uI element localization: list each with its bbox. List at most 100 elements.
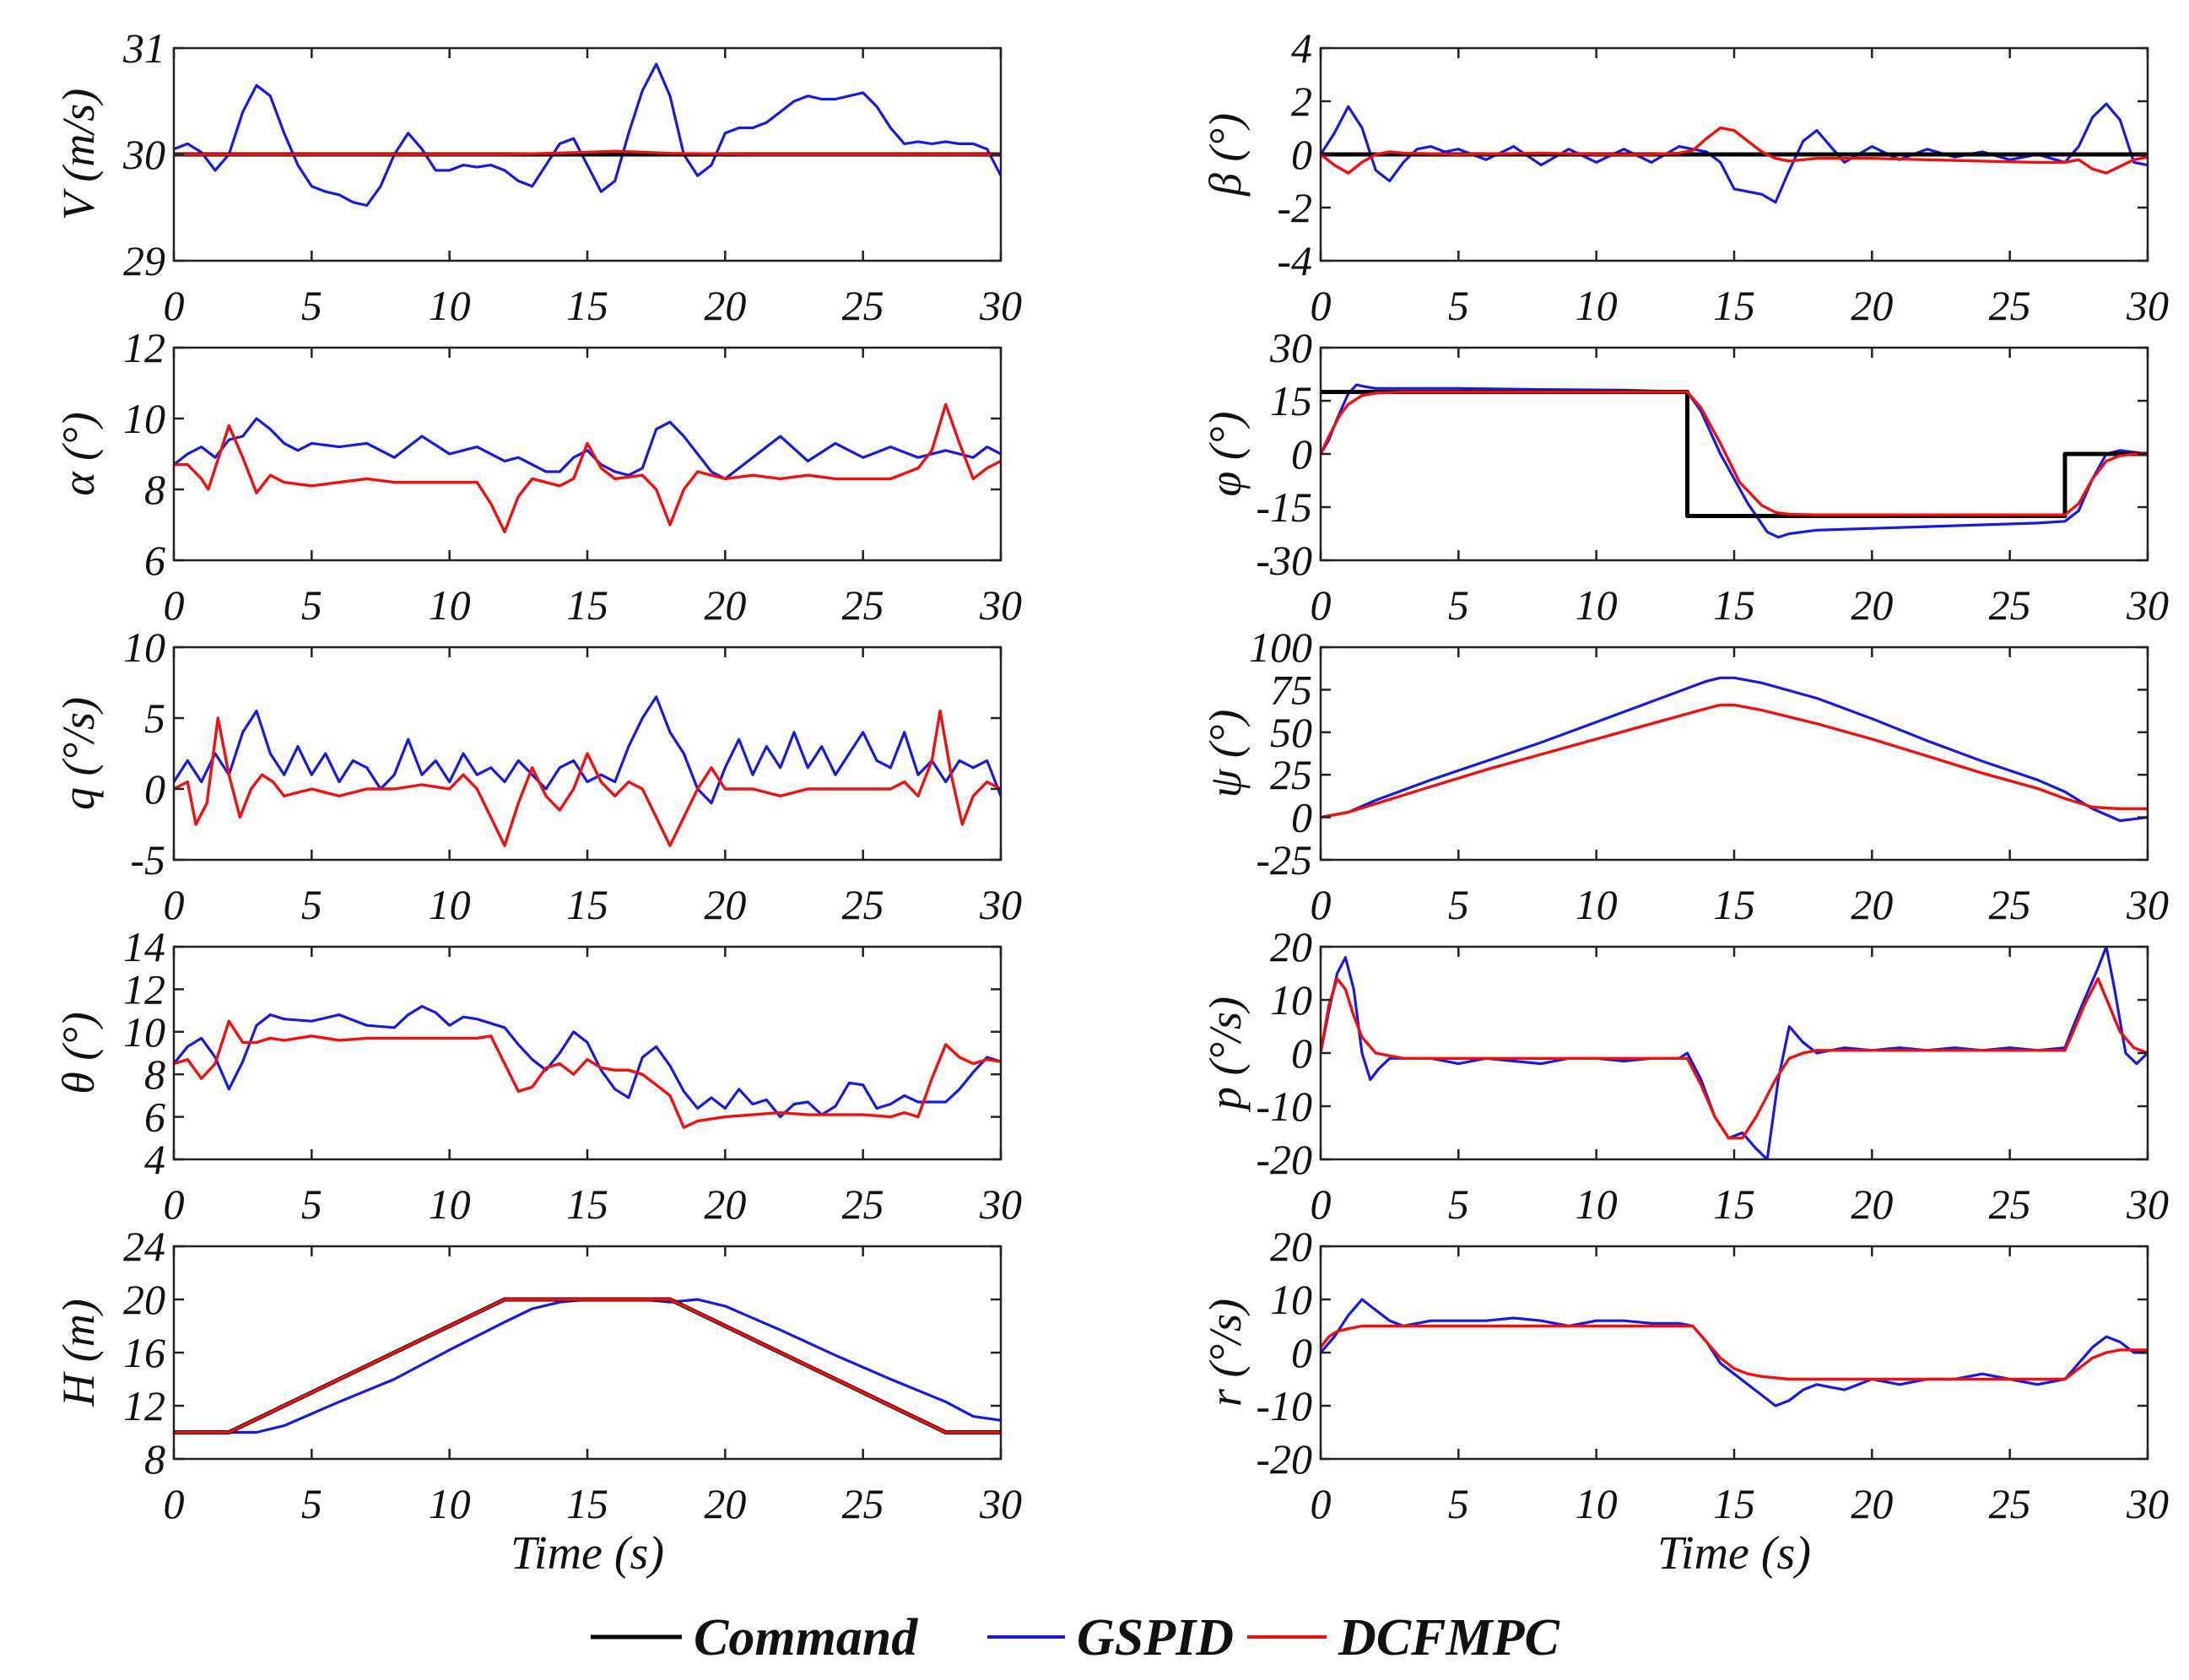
legend-dcfmpc-label: DCFMPC — [1338, 1609, 1559, 1666]
xtick-label-theta-30: 30 — [979, 1180, 1022, 1228]
ytick-label-psi-100: 100 — [1249, 624, 1312, 671]
xtick-label-psi-5: 5 — [1448, 881, 1469, 928]
ylabel-p: p (°/s) — [1200, 997, 1251, 1113]
ytick-label-theta-10: 10 — [123, 1008, 165, 1056]
ytick-label-alpha-10: 10 — [123, 395, 165, 442]
subplot-H: 0 5 10 15 20 25 30 8 12 16 20 24 H (m) Time (s) — [53, 1223, 1022, 1580]
xtick-label-theta-25: 25 — [842, 1180, 884, 1228]
series-group-phi — [1321, 383, 2148, 539]
xtick-label-phi-15: 15 — [1713, 581, 1755, 629]
xtick-label-beta-20: 20 — [1851, 282, 1893, 329]
ytick-label-V-30: 30 — [122, 131, 165, 178]
ylabel-H: H (m) — [53, 1299, 104, 1407]
axes-frame-theta — [172, 945, 1003, 1161]
xtick-label-beta-5: 5 — [1448, 282, 1469, 329]
ytick-label-p-20: 20 — [1270, 923, 1312, 970]
xtick-label-r-30: 30 — [2126, 1480, 2169, 1527]
xtick-label-r-0: 0 — [1311, 1480, 1332, 1527]
xtick-label-alpha-15: 15 — [566, 581, 608, 629]
series-command-H — [174, 1297, 1001, 1434]
ytick-label-alpha-6: 6 — [144, 537, 165, 584]
xtick-label-H-0: 0 — [164, 1480, 185, 1527]
xtick-label-phi-30: 30 — [2126, 581, 2169, 629]
series-dcfmpc-r — [1321, 1324, 2148, 1381]
xtick-label-p-30: 30 — [2126, 1180, 2169, 1228]
ytick-label-r-0: 0 — [1291, 1329, 1312, 1376]
ytick-label-phi-0: 0 — [1291, 430, 1312, 478]
xtick-label-q-15: 15 — [566, 881, 608, 928]
subplot-p: 0 5 10 15 20 25 30 -20 -10 0 10 20 p (°/s) — [1200, 923, 2169, 1228]
series-group-V — [174, 62, 1001, 208]
ylabel-alpha: α (°) — [53, 412, 104, 495]
xtick-label-V-25: 25 — [842, 282, 884, 329]
ytick-label-p--20: -20 — [1256, 1136, 1312, 1183]
ytick-label-phi-15: 15 — [1270, 377, 1312, 424]
ytick-label-theta-4: 4 — [144, 1136, 165, 1183]
axes-frame-alpha — [172, 346, 1003, 562]
ytick-label-beta-0: 0 — [1291, 131, 1312, 178]
ytick-label-V-31: 31 — [122, 24, 165, 72]
ylabel-V: V (m/s) — [53, 89, 104, 221]
series-group-alpha — [174, 402, 1001, 534]
series-dcfmpc-psi — [1321, 703, 2148, 819]
series-group-beta — [1321, 102, 2148, 204]
series-group-r — [1321, 1298, 2148, 1407]
axes-frame-phi — [1319, 346, 2149, 562]
xtick-label-phi-10: 10 — [1576, 581, 1618, 629]
xtick-label-phi-5: 5 — [1448, 581, 1469, 629]
ytick-label-H-20: 20 — [123, 1276, 165, 1323]
xtick-label-q-10: 10 — [429, 881, 471, 928]
xtick-label-p-25: 25 — [1989, 1180, 2031, 1228]
axes-frame-H — [172, 1245, 1003, 1461]
legend-gspid-label: GSPID — [1077, 1609, 1234, 1666]
ylabel-theta: θ (°) — [53, 1012, 104, 1094]
xtick-label-q-5: 5 — [301, 881, 322, 928]
xtick-label-theta-0: 0 — [164, 1180, 185, 1228]
xtick-label-beta-15: 15 — [1713, 282, 1755, 329]
ytick-label-V-29: 29 — [123, 237, 165, 284]
xtick-label-H-30: 30 — [979, 1480, 1022, 1527]
subplot-phi: 0 5 10 15 20 25 30 -30 -15 0 15 30 φ (°) — [1200, 324, 2169, 629]
xtick-label-r-25: 25 — [1989, 1480, 2031, 1527]
series-gspid-p — [1321, 947, 2148, 1159]
series-group-H — [174, 1297, 1001, 1434]
subplot-beta: 0 5 10 15 20 25 30 -4 -2 0 2 4 β (°) — [1200, 24, 2169, 329]
xtick-label-q-0: 0 — [164, 881, 185, 928]
ytick-label-q-0: 0 — [144, 765, 165, 813]
legend: Command GSPID DCFMPC — [591, 1609, 1559, 1666]
ylabel-psi: ψ (°) — [1200, 710, 1251, 798]
subplot-r: 0 5 10 15 20 25 30 -20 -10 0 10 20 r (°/s) Time (s) — [1200, 1223, 2169, 1580]
series-dcfmpc-q — [174, 709, 1001, 847]
series-gspid-theta — [174, 1004, 1001, 1119]
xtick-label-psi-30: 30 — [2126, 881, 2169, 928]
ylabel-beta: β (°) — [1200, 113, 1251, 197]
xlabel-H: Time (s) — [511, 1527, 664, 1580]
xtick-label-V-5: 5 — [301, 282, 322, 329]
ytick-label-psi-50: 50 — [1270, 709, 1312, 756]
ytick-label-psi-0: 0 — [1291, 794, 1312, 841]
xtick-label-beta-10: 10 — [1576, 282, 1618, 329]
xlabel-r: Time (s) — [1657, 1527, 1811, 1580]
xtick-label-p-15: 15 — [1713, 1180, 1755, 1228]
xtick-label-phi-25: 25 — [1989, 581, 2031, 629]
xtick-label-phi-0: 0 — [1311, 581, 1332, 629]
ytick-label-r--20: -20 — [1256, 1435, 1312, 1483]
xtick-label-H-10: 10 — [429, 1480, 471, 1527]
subplot-alpha: 0 5 10 15 20 25 30 6 8 10 12 α (°) — [53, 324, 1022, 629]
xtick-label-q-30: 30 — [979, 881, 1022, 928]
xtick-label-alpha-10: 10 — [429, 581, 471, 629]
xtick-label-q-20: 20 — [704, 881, 746, 928]
xtick-label-beta-30: 30 — [2126, 282, 2169, 329]
xtick-label-phi-20: 20 — [1851, 581, 1893, 629]
series-gspid-H — [174, 1298, 1001, 1434]
xtick-label-H-5: 5 — [301, 1480, 322, 1527]
ytick-label-phi-30: 30 — [1269, 324, 1312, 371]
ytick-label-psi-75: 75 — [1270, 666, 1312, 713]
ytick-label-H-12: 12 — [123, 1382, 165, 1429]
ytick-label-alpha-8: 8 — [144, 466, 165, 513]
xtick-label-p-20: 20 — [1851, 1180, 1893, 1228]
ytick-label-p-10: 10 — [1270, 976, 1312, 1024]
ylabel-q: q (°/s) — [53, 697, 104, 810]
